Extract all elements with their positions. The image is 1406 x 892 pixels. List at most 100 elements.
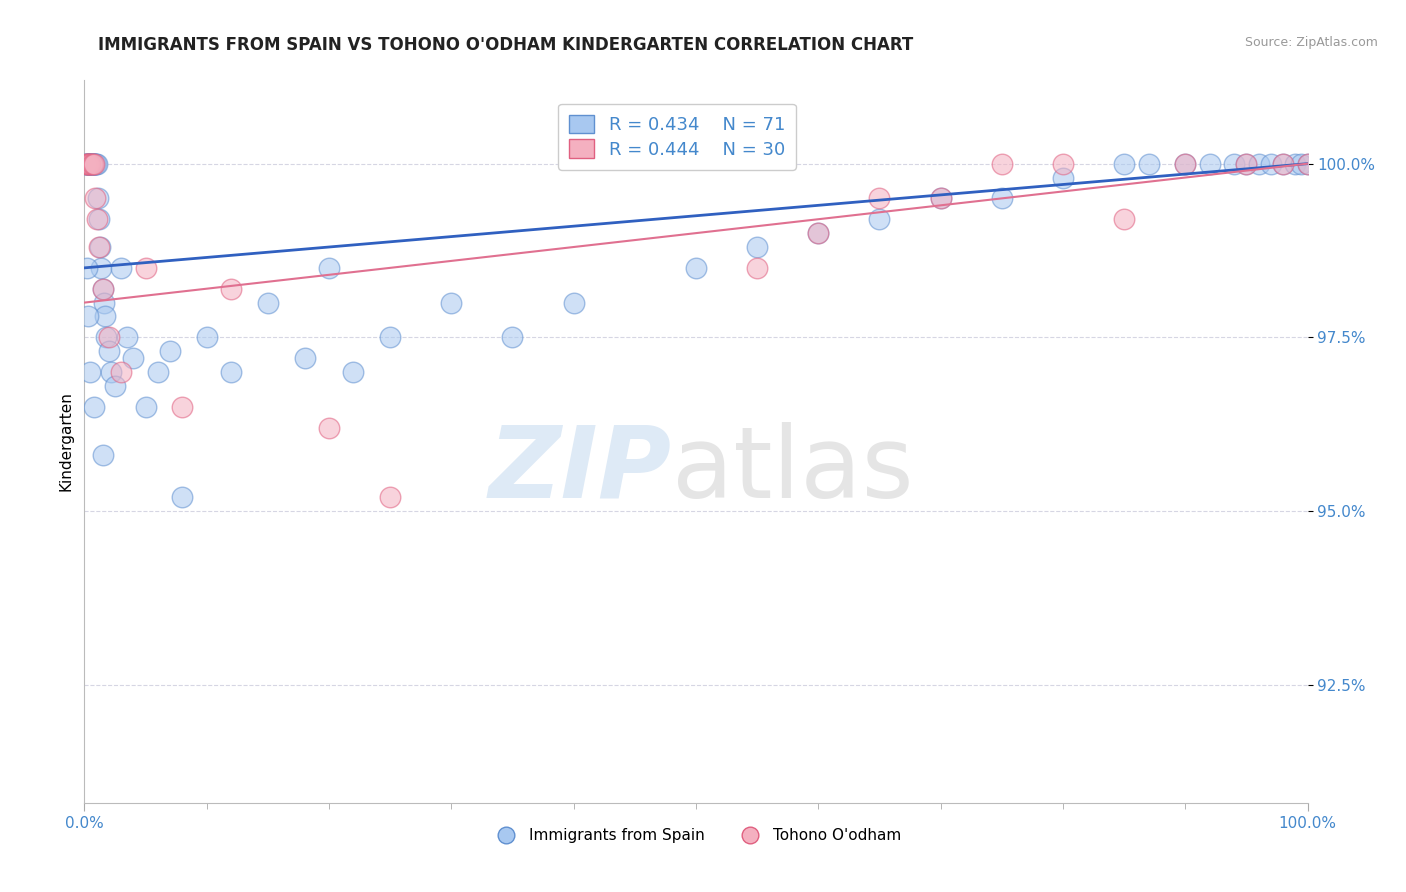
Point (219, 282, 242, 296)
Point (1291, 156, 1313, 170)
Point (93, 295, 115, 310)
Point (159, 344, 181, 359)
Point (104, 379, 127, 393)
Point (747, 260, 769, 275)
Point (685, 260, 707, 275)
Point (91, 282, 114, 296)
Point (195, 330, 218, 344)
Point (96, 330, 118, 344)
Point (75, 156, 97, 170)
Point (76, 156, 98, 170)
Point (77, 156, 100, 170)
Point (991, 191, 1014, 205)
Point (1174, 156, 1197, 170)
Point (929, 191, 952, 205)
Point (342, 365, 364, 379)
Point (86, 212, 108, 227)
Point (1247, 156, 1270, 170)
Point (1272, 156, 1295, 170)
Point (83, 156, 105, 170)
Point (1284, 156, 1306, 170)
Point (87, 240, 110, 254)
Point (83, 156, 105, 170)
Point (1223, 156, 1246, 170)
Point (1236, 156, 1258, 170)
Point (110, 260, 132, 275)
Point (318, 420, 340, 434)
Point (82, 156, 104, 170)
Text: ZIP: ZIP (488, 422, 672, 519)
Text: atlas: atlas (672, 422, 912, 519)
Point (82, 156, 104, 170)
Point (83, 400, 105, 414)
Point (135, 400, 157, 414)
Point (86, 156, 108, 170)
Point (294, 351, 316, 366)
Point (87, 191, 110, 205)
Point (80, 156, 103, 170)
Point (1052, 156, 1074, 170)
Point (75, 156, 97, 170)
Point (77, 156, 100, 170)
Point (97, 344, 120, 359)
Point (94, 310, 117, 324)
Point (90, 260, 112, 275)
Point (75, 156, 97, 170)
Point (929, 191, 952, 205)
Point (79, 156, 101, 170)
Point (100, 365, 122, 379)
Point (172, 490, 194, 504)
Point (77, 156, 100, 170)
Point (257, 295, 280, 310)
Point (115, 330, 138, 344)
Point (77, 156, 100, 170)
Point (135, 260, 157, 275)
Point (1296, 156, 1319, 170)
Point (1114, 156, 1136, 170)
Point (79, 156, 101, 170)
Legend: Immigrants from Spain, Tohono O'odham: Immigrants from Spain, Tohono O'odham (485, 822, 907, 849)
Point (76, 260, 98, 275)
Point (79, 365, 101, 379)
Point (807, 226, 830, 240)
Text: Source: ZipAtlas.com: Source: ZipAtlas.com (1244, 36, 1378, 49)
Point (76, 156, 98, 170)
Point (807, 226, 830, 240)
Point (76, 156, 98, 170)
Point (1198, 156, 1220, 170)
Text: IMMIGRANTS FROM SPAIN VS TOHONO O'ODHAM KINDERGARTEN CORRELATION CHART: IMMIGRANTS FROM SPAIN VS TOHONO O'ODHAM … (98, 36, 914, 54)
Point (1114, 212, 1136, 227)
Point (1137, 156, 1160, 170)
Point (82, 156, 104, 170)
Y-axis label: Kindergarten: Kindergarten (58, 392, 73, 491)
Point (91, 449, 114, 463)
Point (89, 240, 111, 254)
Point (869, 212, 891, 227)
Point (1236, 156, 1258, 170)
Point (219, 365, 242, 379)
Point (80, 156, 103, 170)
Point (869, 191, 891, 205)
Point (83, 156, 105, 170)
Point (146, 365, 169, 379)
Point (562, 295, 585, 310)
Point (84, 191, 107, 205)
Point (318, 260, 340, 275)
Point (1260, 156, 1282, 170)
Point (84, 156, 107, 170)
Point (380, 490, 402, 504)
Point (77, 310, 100, 324)
Point (502, 330, 524, 344)
Point (91, 282, 114, 296)
Point (1052, 170, 1074, 185)
Point (1174, 156, 1197, 170)
Point (747, 240, 769, 254)
Point (1272, 156, 1295, 170)
Point (97, 330, 120, 344)
Point (84, 156, 107, 170)
Point (83, 156, 105, 170)
Point (80, 156, 103, 170)
Point (172, 400, 194, 414)
Point (380, 330, 402, 344)
Point (87, 212, 110, 227)
